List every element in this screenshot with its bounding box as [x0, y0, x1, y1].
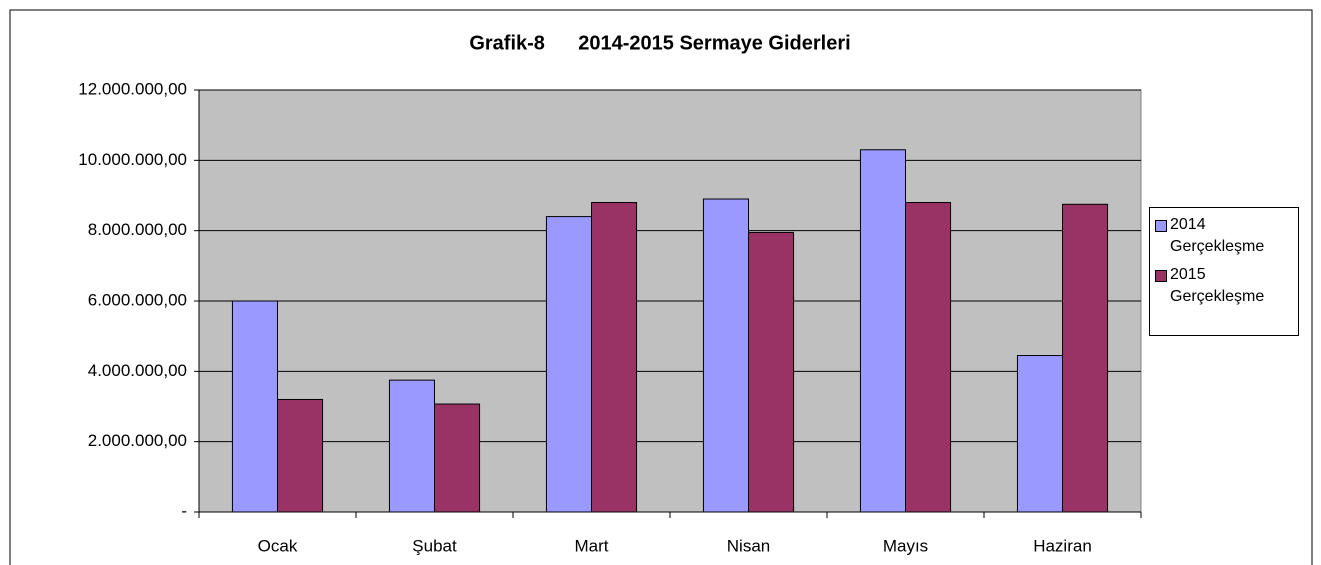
x-tick-label: Şubat: [412, 536, 457, 555]
bar: [748, 231, 795, 513]
bar: [388, 379, 436, 513]
bar: [1016, 355, 1063, 513]
legend: 2014 Gerçekleşme 2015 Gerçekleşme: [1149, 207, 1299, 336]
bar: [277, 398, 324, 513]
x-tick-label: Mayıs: [883, 536, 928, 555]
bar: [434, 403, 481, 513]
y-tick-label: 12.000.000,00: [78, 79, 187, 98]
y-tick-label: 8.000.000,00: [88, 220, 187, 239]
bar: [859, 149, 906, 513]
legend-entry: 2014 Gerçekleşme: [1150, 214, 1298, 258]
bar: [905, 202, 952, 513]
y-tick-label: 2.000.000,00: [88, 431, 187, 450]
y-tick-label: 6.000.000,00: [88, 290, 187, 309]
legend-label: 2015 Gerçekleşme: [1170, 266, 1265, 305]
x-tick-label: Ocak: [258, 536, 298, 555]
legend-swatch: [1155, 220, 1167, 232]
bar: [591, 202, 638, 513]
legend-label: 2014 Gerçekleşme: [1170, 216, 1265, 255]
bar: [545, 216, 592, 513]
y-tick-label: 4.000.000,00: [88, 361, 187, 380]
y-tick-label: 10.000.000,00: [78, 150, 187, 169]
chart-title: Grafik-8 2014-2015 Sermaye Giderleri: [469, 32, 850, 54]
x-tick-label: Nisan: [727, 536, 770, 555]
y-tick-label: -: [181, 501, 187, 520]
legend-entry: 2015 Gerçekleşme: [1150, 264, 1298, 308]
legend-swatch: [1155, 270, 1167, 282]
bar: [1062, 203, 1109, 513]
x-tick-label: Mart: [575, 536, 609, 555]
bar: [231, 300, 278, 513]
bar: [702, 198, 749, 513]
x-tick-label: Haziran: [1033, 536, 1092, 555]
